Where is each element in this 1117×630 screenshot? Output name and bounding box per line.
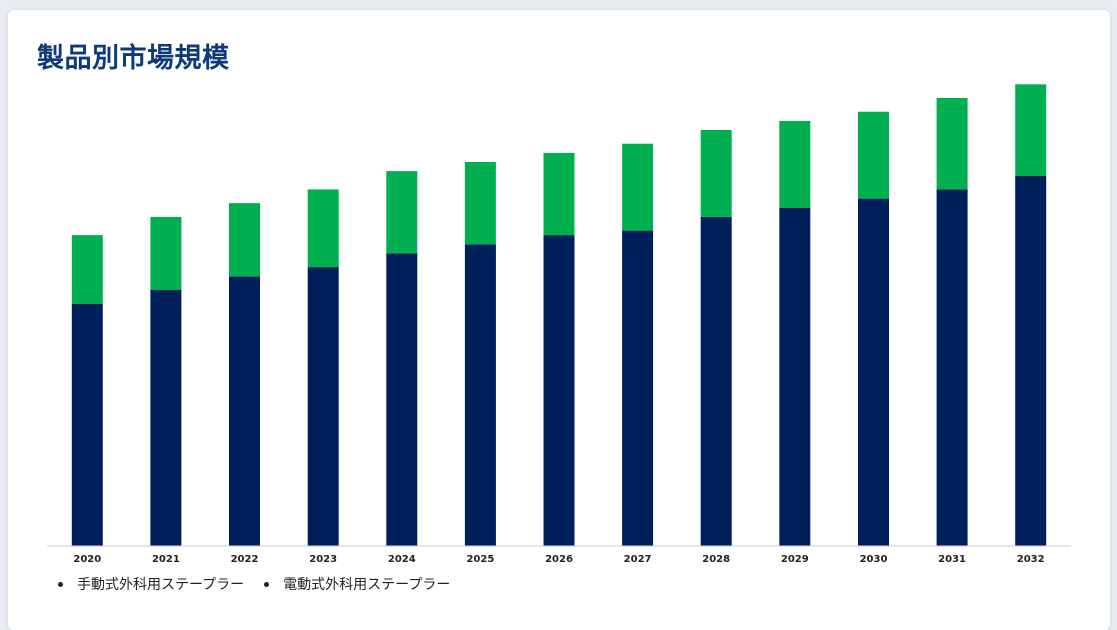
legend-bullet-icon	[58, 581, 63, 587]
legend-label-electric: 電動式外科用ステープラー	[283, 577, 451, 593]
bar-manual-2027[interactable]	[622, 230, 654, 546]
bars-group	[71, 84, 1047, 547]
bar-electric-2028[interactable]	[700, 130, 732, 217]
bar-electric-2020[interactable]	[71, 235, 103, 304]
bar-electric-2022[interactable]	[229, 203, 260, 277]
legend-label-manual: 手動式外科用ステープラー	[77, 577, 245, 593]
bar-electric-2030[interactable]	[858, 111, 889, 199]
bar-manual-2022[interactable]	[229, 276, 260, 546]
bar-electric-2021[interactable]	[150, 216, 182, 290]
x-tick-label-2027: 2027	[624, 554, 652, 565]
x-tick-label-2029: 2029	[781, 554, 809, 565]
legend: 手動式外科用ステープラー 電動式外科用ステープラー	[58, 574, 450, 594]
x-ticks-group: 2020 2021 2022 2023 2024 2025 2026 2027 2028 2029…	[73, 554, 1044, 565]
bar-electric-2025[interactable]	[464, 162, 496, 245]
x-tick-label-2026: 2026	[545, 554, 573, 565]
x-tick-label-2031: 2031	[938, 554, 966, 565]
x-tick-label-2030: 2030	[860, 554, 888, 565]
bar-manual-2020[interactable]	[71, 303, 103, 546]
bar-electric-2031[interactable]	[936, 98, 968, 190]
x-tick-label-2023: 2023	[309, 554, 337, 565]
bar-manual-2028[interactable]	[700, 216, 732, 546]
stacked-bar-chart: 2020 2021 2022 2023 2024 2025 2026 2027 2028 2029…	[47, 84, 1071, 565]
legend-bullet-icon	[264, 581, 270, 587]
bar-manual-2031[interactable]	[936, 189, 968, 546]
bar-manual-2021[interactable]	[150, 290, 182, 546]
bar-electric-2027[interactable]	[622, 143, 654, 231]
legend-item-electric[interactable]: 電動式外科用ステープラー	[264, 574, 450, 594]
x-tick-label-2022: 2022	[231, 554, 259, 565]
bar-electric-2023[interactable]	[307, 189, 339, 268]
x-tick-label-2032: 2032	[1017, 554, 1045, 565]
bar-manual-2025[interactable]	[464, 244, 496, 547]
bar-electric-2024[interactable]	[386, 171, 418, 254]
bar-manual-2023[interactable]	[307, 267, 339, 546]
x-tick-label-2021: 2021	[152, 554, 180, 565]
bar-electric-2029[interactable]	[779, 120, 811, 208]
bar-manual-2029[interactable]	[779, 207, 811, 546]
bar-manual-2026[interactable]	[543, 235, 575, 546]
bar-manual-2024[interactable]	[386, 253, 418, 546]
x-tick-label-2025: 2025	[466, 554, 494, 565]
bar-manual-2030[interactable]	[858, 198, 889, 546]
x-tick-label-2024: 2024	[388, 554, 416, 565]
x-tick-label-2028: 2028	[702, 554, 730, 565]
legend-item-manual[interactable]: 手動式外科用ステープラー	[58, 574, 244, 594]
x-tick-label-2020: 2020	[73, 554, 101, 565]
bar-electric-2026[interactable]	[543, 152, 575, 236]
chart-title: 製品別市場規模	[37, 43, 230, 74]
bar-electric-2032[interactable]	[1015, 84, 1047, 176]
bar-manual-2032[interactable]	[1015, 175, 1047, 546]
